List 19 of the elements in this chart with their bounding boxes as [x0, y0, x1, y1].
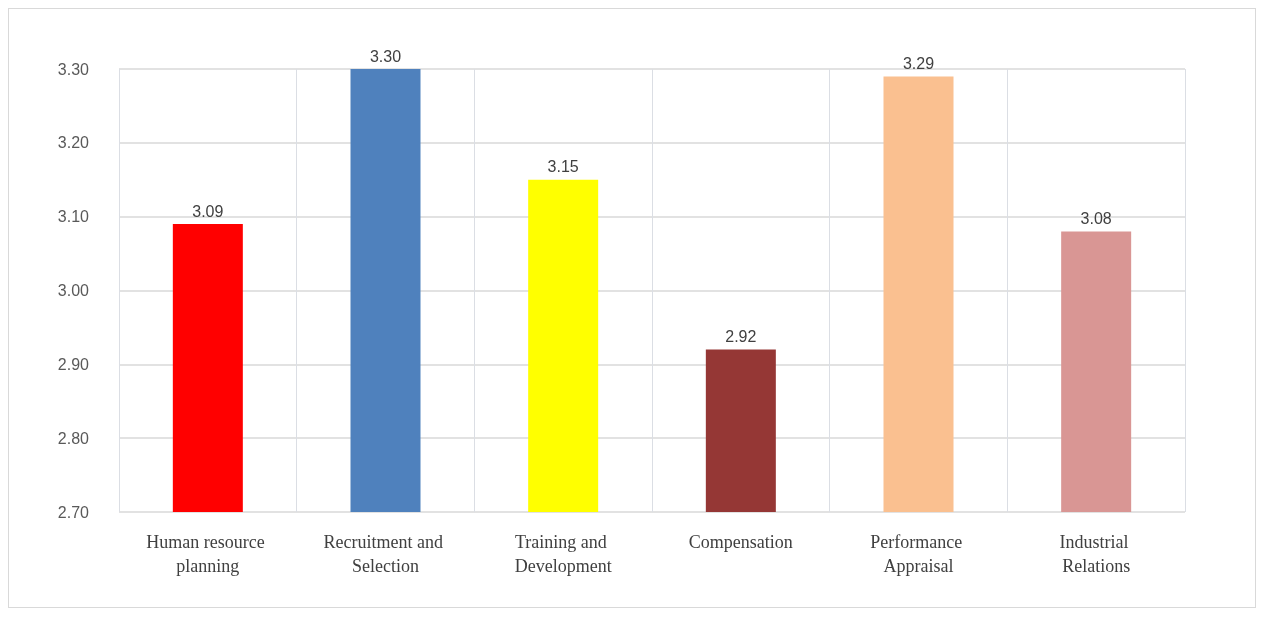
x-tick-label: Performance Appraisal — [870, 532, 967, 576]
x-tick-label: Recruitment and Selection — [323, 532, 448, 576]
x-tick-label: Industrial Relations — [1059, 532, 1133, 576]
data-label: 3.09 — [192, 202, 224, 220]
y-tick-label: 2.70 — [57, 503, 90, 521]
x-tick-label: Training and Development — [514, 532, 612, 576]
data-label: 3.15 — [547, 158, 579, 176]
y-tick-label: 2.90 — [57, 355, 90, 373]
y-tick-label: 2.80 — [57, 429, 90, 447]
data-label: 3.08 — [1080, 209, 1112, 227]
y-tick-label: 3.00 — [57, 282, 90, 299]
data-label: 2.92 — [725, 328, 757, 346]
x-tick-label: Compensation — [688, 532, 793, 552]
data-label: 3.30 — [369, 47, 402, 65]
y-tick-label: 3.20 — [57, 134, 90, 152]
data-label: 3.29 — [902, 54, 935, 72]
y-tick-label: 3.30 — [57, 60, 90, 78]
x-tick-label: Human resource planning — [146, 532, 270, 576]
y-tick-label: 3.10 — [57, 208, 90, 226]
